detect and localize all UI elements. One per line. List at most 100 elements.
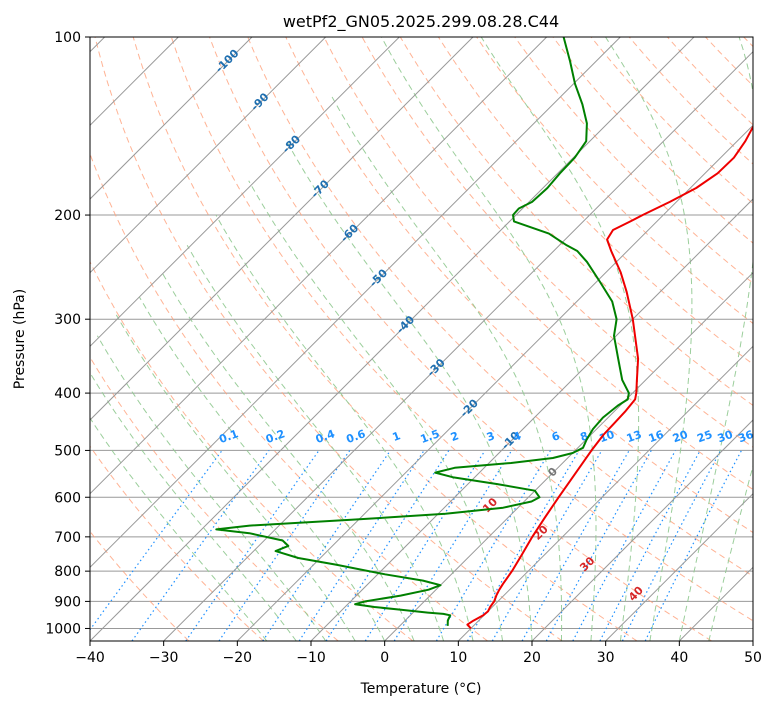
moist-adiabat — [186, 245, 445, 641]
isotherm — [90, 37, 474, 421]
mixing-ratio-line — [393, 450, 513, 641]
mixing-ratio-line — [466, 450, 580, 641]
mixing-ratio-label: 10 — [597, 428, 616, 446]
mixing-ratio-label: 3 — [485, 429, 497, 444]
x-tick-label: 10 — [449, 650, 467, 666]
mixing-ratio-label: 25 — [695, 428, 714, 445]
mixing-ratio-label: 1 — [391, 429, 403, 444]
mixing-ratio-line — [131, 450, 270, 641]
mixing-ratio-label: 8 — [578, 429, 590, 444]
dry-adiabats — [90, 37, 753, 641]
dry-adiabat — [209, 37, 753, 622]
isotherm — [384, 271, 753, 641]
mixing-ratio-label: 2 — [449, 429, 461, 444]
moist-adiabat — [330, 94, 563, 641]
dry-adiabat — [90, 260, 414, 641]
isotherm — [90, 37, 695, 641]
isotherm — [90, 37, 253, 200]
dry-adiabat — [590, 37, 753, 205]
isotherm — [90, 37, 548, 495]
y-axis-label: Pressure (hPa) — [12, 289, 28, 389]
x-tick-label: −10 — [296, 650, 326, 666]
x-axis-label: Temperature (°C) — [360, 681, 482, 697]
y-tick-label: 900 — [54, 594, 81, 610]
mixing-ratio-label: 0.1 — [217, 427, 240, 446]
isotherm — [163, 50, 753, 641]
y-tick-label: 700 — [54, 530, 81, 546]
moist-adiabat — [708, 463, 753, 641]
mixing-ratio-label: 0.4 — [314, 427, 337, 446]
mixing-ratio-line — [364, 450, 486, 641]
isotherm — [531, 419, 753, 641]
mixing-ratio-line — [90, 450, 223, 631]
moist-adiabat — [605, 37, 693, 641]
dry-adiabat — [170, 37, 712, 641]
isotherm — [236, 124, 753, 641]
y-tick-label: 200 — [54, 208, 81, 224]
moist-adiabat — [286, 140, 533, 641]
dry-adiabat — [90, 445, 264, 641]
mixing-ratio-label: 13 — [625, 428, 644, 445]
mixing-ratio-label: 6 — [550, 429, 562, 444]
moist-adiabat — [380, 37, 597, 641]
moist-adiabat — [90, 371, 297, 641]
x-tick-label: 0 — [380, 650, 389, 666]
y-tick-label: 400 — [54, 386, 81, 402]
dry-adiabat — [247, 37, 753, 577]
y-tick-label: 500 — [54, 443, 81, 459]
isotherm — [457, 345, 753, 641]
isotherms — [90, 37, 753, 641]
y-tick-label: 800 — [54, 564, 81, 580]
y-tick-label: 1000 — [45, 621, 81, 637]
isotherm — [90, 37, 621, 569]
x-tick-label: 30 — [597, 650, 615, 666]
plot-frame — [89, 36, 754, 642]
moist-adiabats — [90, 37, 753, 641]
mixing-ratio-line — [521, 450, 630, 641]
plot-area: -100-90-80-70-60-50-40-30-20-1000.1 0.2 0.… — [90, 37, 755, 641]
x-tick-label: 50 — [744, 650, 762, 666]
mixing-ratio-label: 36 — [736, 428, 755, 446]
y-axis: 100 200 300 400 500 600 700 800 900 1000 — [45, 30, 90, 637]
x-tick-label: 40 — [670, 650, 688, 666]
mixing-ratio-label: 0.2 — [264, 427, 287, 446]
mixing-ratio-line — [572, 450, 677, 641]
y-tick-label: 100 — [54, 30, 81, 46]
moist-adiabat — [480, 37, 640, 641]
y-tick-label: 600 — [54, 490, 81, 506]
isotherm — [310, 198, 753, 641]
moist-adiabat — [90, 417, 268, 641]
mixing-ratio-lines — [90, 450, 743, 641]
isotherm — [90, 37, 400, 348]
dry-adiabat — [476, 37, 753, 325]
dry-adiabat — [628, 37, 753, 165]
x-tick-label: 20 — [523, 650, 541, 666]
mixing-ratio-label: 1.5 — [419, 427, 442, 446]
mixing-ratio-line — [435, 450, 552, 641]
moist-adiabat — [115, 314, 356, 641]
mixing-ratio-line — [185, 450, 320, 641]
isotherm — [90, 37, 327, 274]
moist-adiabat — [96, 335, 327, 641]
dewpoint-profile — [215, 37, 630, 626]
dry-adiabat — [399, 37, 753, 406]
x-tick-label: −40 — [75, 650, 105, 666]
mixing-ratio-line — [298, 450, 425, 641]
dry-adiabat — [132, 37, 638, 641]
x-tick-label: −30 — [149, 650, 179, 666]
temperature-profile — [466, 124, 753, 630]
x-tick-label: −20 — [223, 650, 253, 666]
chart-title: wetPf2_GN05.2025.299.08.28.C44 — [283, 12, 559, 32]
mixing-ratio-label: 20 — [671, 428, 690, 446]
mixing-ratio-line — [491, 450, 603, 641]
mixing-ratio-line — [325, 450, 450, 641]
y-tick-label: 300 — [54, 312, 81, 328]
moist-adiabat — [248, 180, 503, 641]
isotherm — [605, 492, 753, 641]
sounding-profiles — [215, 37, 753, 630]
mixing-ratio-label: 30 — [716, 428, 735, 446]
mixing-ratio-label: 16 — [647, 428, 666, 446]
x-axis: −40 −30 −20 −10 0 10 20 30 40 50 — [75, 641, 762, 666]
moist-adiabat — [161, 272, 415, 641]
